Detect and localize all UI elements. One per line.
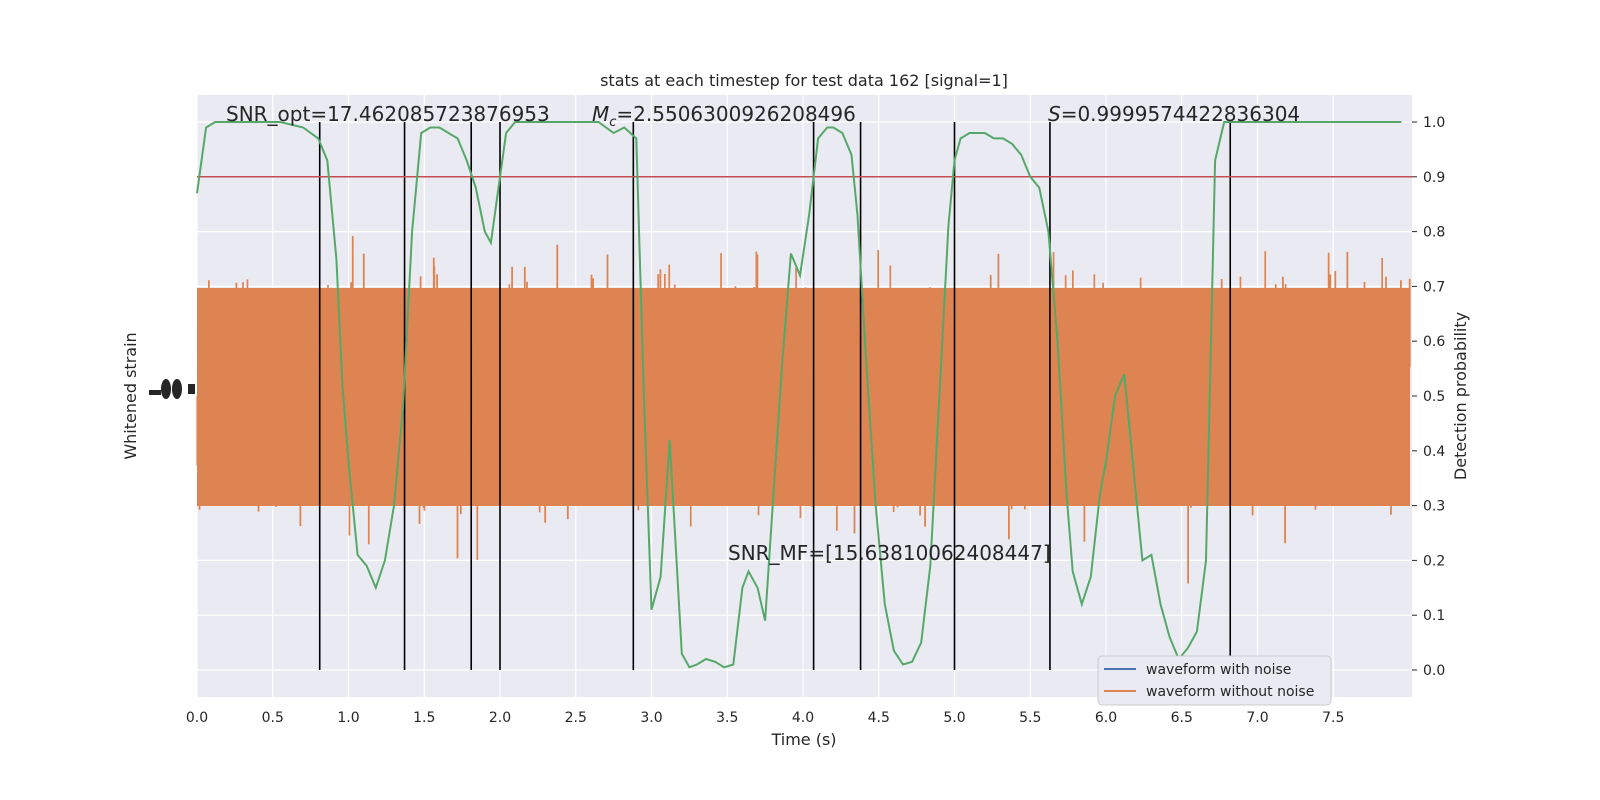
y-tick-label: 0.9	[1423, 170, 1445, 186]
x-axis-label: Time (s)	[770, 730, 836, 749]
y-axis-label-right: Detection probability	[1451, 312, 1470, 480]
y-tick-label: 0.6	[1423, 334, 1445, 350]
x-tick-label: 4.0	[792, 710, 814, 726]
y-tick-label: 1.0	[1423, 115, 1445, 131]
x-tick-label: 7.0	[1246, 710, 1268, 726]
y-tick-label: 0.8	[1423, 225, 1445, 241]
y-tick-label: 0.7	[1423, 279, 1445, 295]
detection-stat-annotation: S=0.9999574422836304	[1048, 102, 1300, 126]
x-tick-label: 3.0	[640, 710, 662, 726]
snr-opt-annotation: SNR_opt=17.462085723876953	[226, 102, 550, 126]
x-tick-label: 5.0	[943, 710, 965, 726]
legend: waveform with noise waveform without noi…	[1097, 655, 1332, 706]
y-tick-labels-right: 0.0 0.1 0.2 0.3 0.4 0.5 0.6 0.7 0.8 0.9 1.0	[1412, 115, 1445, 679]
chart-title: stats at each timestep for test data 162…	[600, 71, 1008, 90]
y-tick-label: 0.2	[1423, 553, 1445, 569]
x-tick-label: 7.5	[1322, 710, 1344, 726]
x-tick-label: 6.5	[1171, 710, 1193, 726]
left-tick-blob	[172, 379, 182, 399]
detection-probability-line	[196, 121, 1402, 669]
left-tick-blob	[188, 384, 195, 394]
y-tick-label: 0.3	[1423, 499, 1445, 515]
y-tick-label: 0.0	[1423, 663, 1445, 679]
x-tick-label: 0.0	[186, 710, 208, 726]
x-tick-label: 1.0	[337, 710, 359, 726]
legend-box	[1097, 655, 1332, 706]
x-tick-labels: 0.0 0.5 1.0 1.5 2.0 2.5 3.0 3.5 4.0 4.5 5.0 5.5 6.0 6…	[186, 710, 1345, 726]
vertical-markers	[318, 122, 1232, 670]
x-tick-label: 4.5	[868, 710, 890, 726]
left-tick-blob	[161, 379, 171, 399]
x-tick-label: 2.5	[565, 710, 587, 726]
x-tick-label: 6.0	[1095, 710, 1117, 726]
x-tick-label: 3.5	[716, 710, 738, 726]
legend-label-without-noise: waveform without noise	[1146, 684, 1314, 700]
y-tick-label: 0.1	[1423, 608, 1445, 624]
chirp-mass-annotation: Mc=2.5506300926208496	[592, 102, 856, 130]
left-axis-overlapped-ticks	[149, 379, 195, 399]
left-tick-blob	[149, 390, 161, 395]
legend-label-with-noise: waveform with noise	[1146, 662, 1291, 678]
y-axis-label-left: Whitened strain	[121, 332, 140, 459]
y-tick-label: 0.4	[1423, 444, 1445, 460]
x-tick-label: 0.5	[262, 710, 284, 726]
y-tick-label: 0.5	[1423, 389, 1445, 405]
x-tick-label: 1.5	[413, 710, 435, 726]
snr-mf-annotation: SNR_MF=[15.63810062408447]	[728, 541, 1051, 565]
x-tick-label: 2.0	[489, 710, 511, 726]
x-tick-label: 5.5	[1019, 710, 1041, 726]
